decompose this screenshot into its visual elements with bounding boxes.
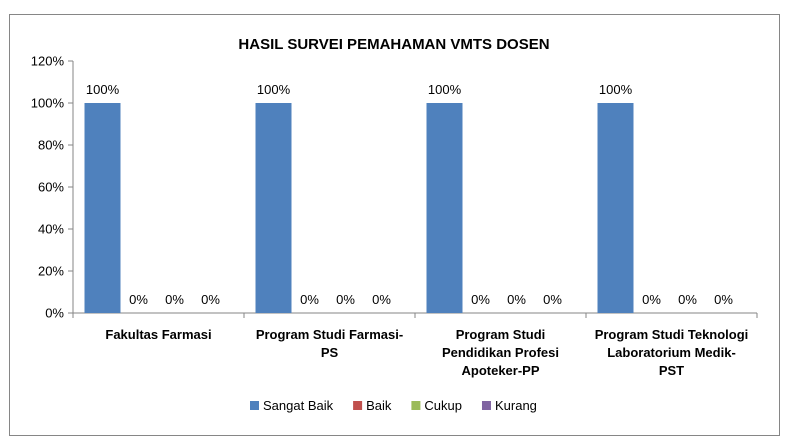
data-label: 0% — [642, 292, 661, 307]
data-label: 0% — [372, 292, 391, 307]
data-label: 0% — [714, 292, 733, 307]
data-label: 0% — [201, 292, 220, 307]
data-label: 0% — [129, 292, 148, 307]
bar-sangat-baik — [426, 103, 463, 313]
y-tick-label: 20% — [38, 264, 64, 279]
x-category-label: Fakultas Farmasi — [105, 327, 211, 342]
y-tick-label: 60% — [38, 180, 64, 195]
data-label: 0% — [543, 292, 562, 307]
chart-title: HASIL SURVEI PEMAHAMAN VMTS DOSEN — [238, 36, 549, 53]
bar-chart: HASIL SURVEI PEMAHAMAN VMTS DOSEN 0% 20% 4… — [31, 36, 758, 413]
y-tick-label: 120% — [31, 54, 65, 69]
bar-sangat-baik — [255, 103, 292, 313]
x-category-label: Program Studi Farmasi-PS — [256, 327, 403, 360]
legend-swatch — [353, 401, 363, 410]
chart-frame: HASIL SURVEI PEMAHAMAN VMTS DOSEN 0% 20% 4… — [9, 14, 780, 436]
legend-label: Cukup — [424, 398, 462, 413]
legend-swatch — [250, 401, 259, 410]
data-label: 0% — [165, 292, 184, 307]
legend-label: Sangat Baik — [263, 398, 334, 413]
bar-sangat-baik — [84, 103, 121, 313]
y-tick-label: 0% — [45, 306, 64, 321]
data-label: 0% — [678, 292, 697, 307]
data-label: 0% — [471, 292, 490, 307]
y-tick-label: 40% — [38, 222, 64, 237]
legend-label: Baik — [366, 398, 392, 413]
data-label: 100% — [428, 82, 462, 97]
legend-swatch — [481, 401, 491, 410]
data-label: 0% — [507, 292, 526, 307]
legend-label: Kurang — [495, 398, 537, 413]
x-category-label: Program Studi Pendidikan Profesi Apoteker-… — [442, 327, 559, 378]
data-label: 0% — [300, 292, 319, 307]
data-label: 100% — [257, 82, 291, 97]
data-label: 100% — [86, 82, 120, 97]
x-category-label: Program Studi Teknologi Laboratorium Medi… — [595, 327, 749, 378]
legend-swatch — [411, 401, 421, 410]
bar-sangat-baik — [597, 103, 634, 313]
data-label: 0% — [336, 292, 355, 307]
data-label: 100% — [599, 82, 633, 97]
y-tick-label: 80% — [38, 138, 64, 153]
y-tick-label: 100% — [31, 96, 65, 111]
